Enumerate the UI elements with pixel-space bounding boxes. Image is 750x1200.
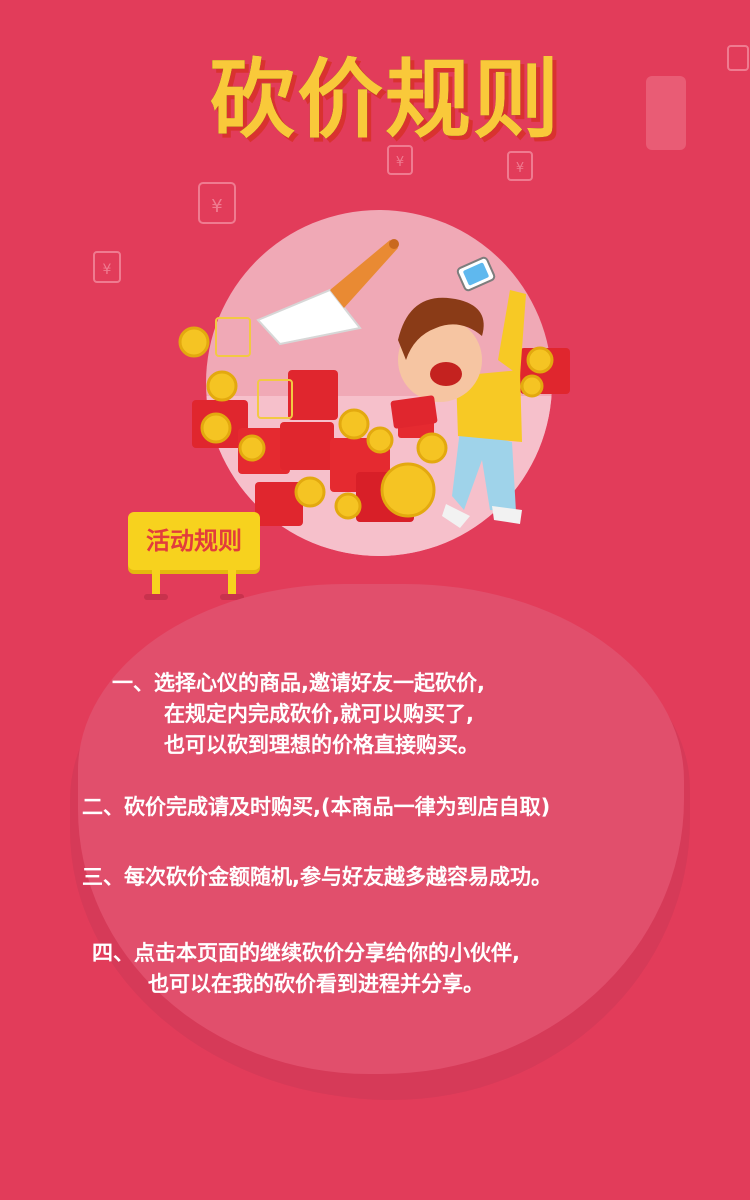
svg-text:¥: ¥ [103,262,112,278]
sign-label: 活动规则 [146,527,242,555]
bg-envelope-icon: ¥ [507,151,533,181]
rule-line: 一、选择心仪的商品,邀请好友一起砍价, [112,671,485,695]
svg-text:¥: ¥ [516,161,524,176]
gold-coin-icon [178,326,554,520]
bg-envelope-icon: ¥ [387,145,413,175]
rule-item-3: 三、每次砍价金额随机,参与好友越多越容易成功。 [82,862,552,893]
rules-panel [78,584,684,1074]
cleaver-icon [256,239,399,346]
rule-item-2: 二、砍价完成请及时购买,(本商品一律为到店自取) [82,792,550,823]
sign-post-left [152,570,160,596]
rule-item-1: 一、选择心仪的商品,邀请好友一起砍价, 在规定内完成砍价,就可以购买了, 也可以… [112,668,485,761]
rule-line: 二、砍价完成请及时购买,(本商品一律为到店自取) [82,795,551,819]
rule-line: 在规定内完成砍价,就可以购买了, [164,702,474,726]
svg-text:¥: ¥ [396,155,404,170]
bg-envelope-icon: ¥ [198,182,236,224]
sign-board [128,512,260,570]
page-title: 砍价规则 [209,50,561,150]
activity-rules-sign: 活动规则 [128,512,260,600]
sign-foot-left [144,594,168,600]
rule-line: 三、每次砍价金额随机,参与好友越多越容易成功。 [82,865,552,889]
phone-icon [456,256,496,292]
title-banner: 砍价规则 [150,40,620,160]
sign-foot-right [220,594,244,600]
bg-envelope-icon [646,76,686,150]
sign-post-right [228,570,236,596]
rule-line: 也可以在我的砍价看到进程并分享。 [148,972,484,996]
rule-line: 四、点击本页面的继续砍价分享给你的小伙伴, [92,941,520,965]
rule-item-4: 四、点击本页面的继续砍价分享给你的小伙伴, 也可以在我的砍价看到进程并分享。 [92,938,520,1000]
character-illustration [390,290,526,528]
bargain-illustration [178,239,570,528]
svg-text:¥: ¥ [211,196,222,217]
bg-envelope-icon [727,45,749,71]
rule-line: 也可以砍到理想的价格直接购买。 [164,733,479,757]
bg-envelope-icon: ¥ [93,251,121,283]
